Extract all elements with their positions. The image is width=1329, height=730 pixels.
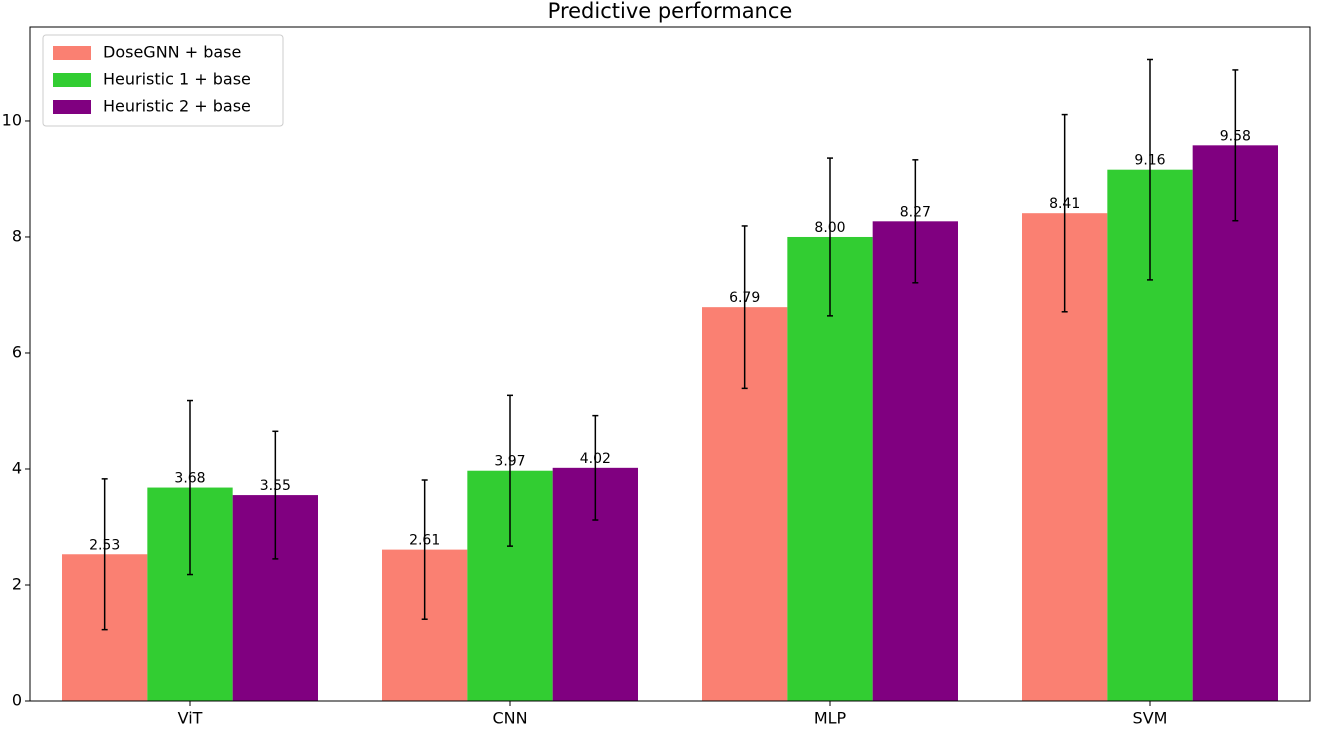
y-tick-label: 4 <box>12 458 22 477</box>
bar <box>872 221 958 702</box>
error-bar <box>912 159 919 284</box>
x-tick-label: CNN <box>492 709 527 728</box>
error-bar <box>1232 69 1239 222</box>
error-bar <box>827 157 833 317</box>
legend-swatch <box>53 100 91 114</box>
error-bar <box>272 430 279 560</box>
legend-box <box>42 34 284 127</box>
y-tick-label: 0 <box>12 691 22 710</box>
legend-label: DoseGNN + base <box>103 43 241 62</box>
plot-frame <box>29 26 1311 702</box>
error-bar <box>101 478 108 631</box>
bar <box>1192 145 1278 701</box>
legend-label: Heuristic 1 + base <box>103 70 251 89</box>
legend-swatch <box>53 46 91 60</box>
y-tick-label: 10 <box>2 110 22 129</box>
error-bar <box>592 414 599 521</box>
y-tick-label: 6 <box>12 342 22 361</box>
legend-label: Heuristic 2 + base <box>103 97 251 116</box>
legend-swatch <box>53 73 91 87</box>
x-tick-label: MLP <box>814 709 847 728</box>
error-bar <box>421 479 428 620</box>
error-bar <box>507 394 513 547</box>
y-tick-label: 2 <box>12 574 22 593</box>
error-bar <box>741 225 748 390</box>
y-tick-label: 8 <box>12 226 22 245</box>
chart-title: Predictive performance <box>548 0 793 23</box>
error-bar <box>1061 113 1068 313</box>
x-tick-label: ViT <box>178 709 203 728</box>
error-bar <box>187 399 193 576</box>
x-tick-label: SVM <box>1133 709 1168 728</box>
error-bar <box>1147 58 1153 281</box>
